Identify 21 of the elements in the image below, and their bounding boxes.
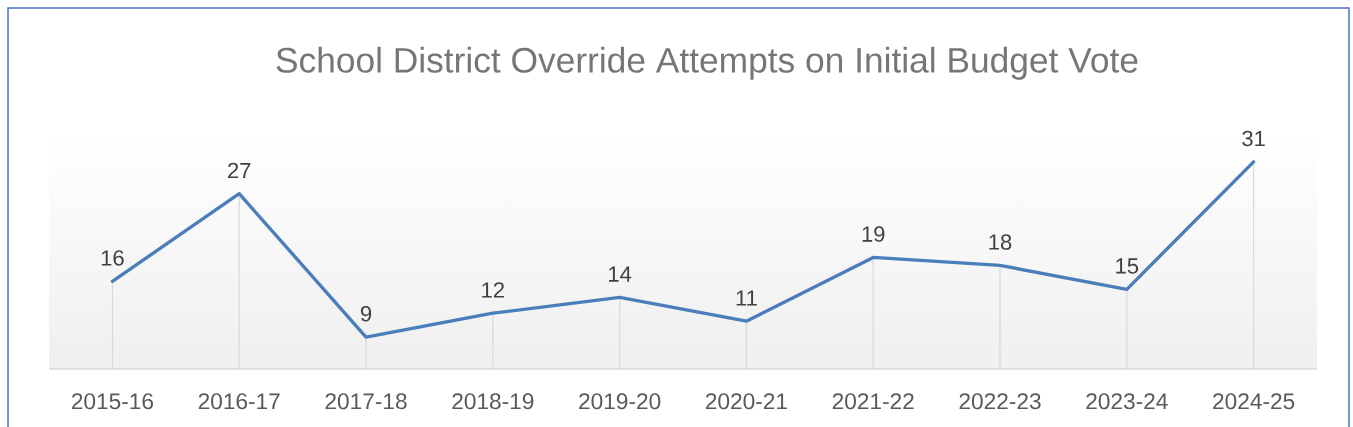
data-label: 9	[360, 305, 372, 322]
data-label: 27	[228, 162, 251, 179]
data-label: 31	[1242, 130, 1265, 147]
data-label: 16	[101, 250, 124, 266]
x-tick-label: 2015-16	[71, 393, 153, 410]
data-label: 15	[1116, 258, 1139, 274]
x-tick-label: 2019-20	[579, 393, 661, 410]
x-tick-label: 2024-25	[1213, 393, 1295, 410]
x-tick-label: 2020-21	[705, 393, 787, 410]
data-label: 11	[736, 290, 757, 306]
x-tick-label: 2021-22	[832, 393, 914, 410]
x-tick-label: 2016-17	[198, 393, 280, 410]
data-label: 18	[989, 234, 1012, 250]
data-label: 12	[482, 282, 504, 298]
x-tick-label: 2017-18	[325, 393, 407, 410]
data-label: 19	[862, 226, 885, 242]
chart-title: School District Override Attempts on Initial Budget Vote	[276, 46, 1138, 80]
x-tick-label: 2023-24	[1086, 393, 1168, 410]
data-label: 14	[609, 266, 632, 282]
x-tick-label: 2022-23	[959, 393, 1041, 410]
x-tick-label: 2018-19	[452, 393, 534, 410]
